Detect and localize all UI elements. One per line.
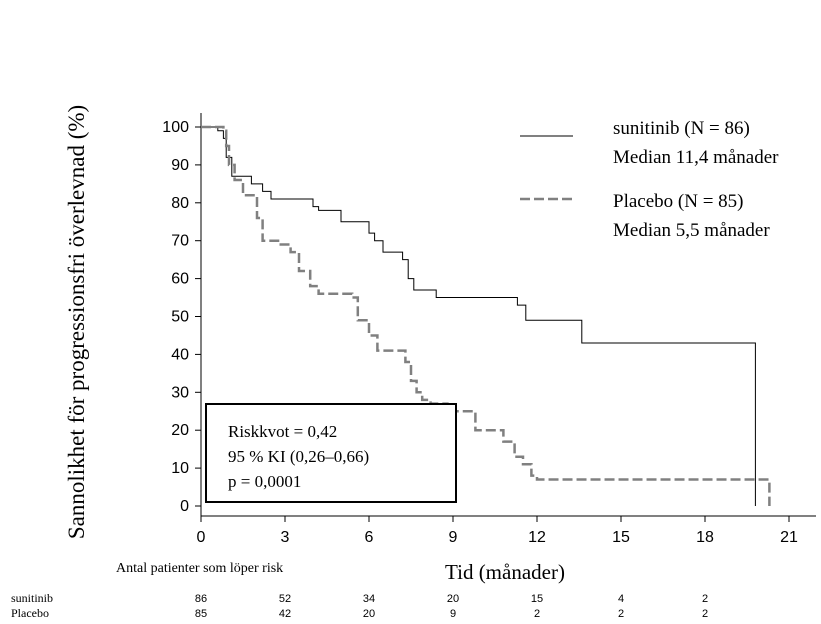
confidence-interval-text: 95 % KI (0,26–0,66): [228, 447, 369, 466]
y-tick-label: 90: [171, 157, 189, 174]
x-axis-label: Tid (månader): [445, 560, 565, 584]
y-tick-label: 30: [171, 384, 189, 401]
y-axis-label: Sannolikhet för progressionsfri överlevn…: [64, 105, 89, 539]
survival-curves: [201, 125, 771, 506]
risk-row-label-sunitinib: sunitinib: [11, 591, 53, 605]
legend-label-sunitinib: sunitinib (N = 86): [613, 118, 750, 139]
x-tick-label: 0: [197, 529, 206, 546]
risk-table-value: 34: [363, 593, 375, 605]
risk-table-value: 2: [618, 608, 624, 620]
risk-table-value: 15: [531, 593, 543, 605]
y-ticks: 0 10 20 30 40 50 60 70 80 90 100: [162, 119, 201, 515]
y-tick-label: 70: [171, 233, 189, 250]
hazard-ratio-text: Riskkvot = 0,42: [228, 422, 337, 441]
risk-table-value: 2: [702, 593, 708, 605]
legend-label-placebo: Placebo (N = 85): [613, 191, 744, 212]
y-tick-label: 100: [162, 119, 189, 136]
y-tick-label: 40: [171, 346, 189, 363]
risk-table-value: 9: [450, 608, 456, 620]
risk-table-value: 2: [534, 608, 540, 620]
y-tick-label: 60: [171, 271, 189, 288]
risk-table-values: 86 52 34 20 15 4 285 42 20 9 2 2 2: [195, 593, 708, 620]
legend: sunitinib (N = 86) Median 11,4 månader P…: [520, 118, 779, 241]
risk-row-label-placebo: Placebo: [11, 606, 49, 620]
risk-table-value: 2: [702, 608, 708, 620]
x-tick-label: 18: [696, 529, 714, 546]
risk-table-value: 52: [279, 593, 291, 605]
x-tick-label: 3: [281, 529, 290, 546]
p-value-text: p = 0,0001: [228, 472, 301, 491]
y-tick-label: 0: [180, 498, 189, 515]
risk-table-value: 20: [447, 593, 459, 605]
y-tick-label: 50: [171, 309, 189, 326]
risk-table-value: 85: [195, 608, 207, 620]
placebo-curve: [201, 125, 771, 506]
legend-median-placebo: Median 5,5 månader: [613, 220, 770, 241]
risk-table-value: 86: [195, 593, 207, 605]
y-tick-label: 10: [171, 460, 189, 477]
risk-table-title: Antal patienter som löper risk: [116, 561, 283, 576]
x-tick-label: 9: [449, 529, 458, 546]
risk-table-value: 42: [279, 608, 291, 620]
x-ticks: 0 3 6 9 12 15 18 21: [197, 516, 798, 546]
x-tick-label: 6: [365, 529, 374, 546]
risk-table-value: 4: [618, 593, 624, 605]
hazard-ratio-box-border: [205, 403, 457, 503]
x-tick-label: 15: [612, 529, 630, 546]
x-tick-label: 12: [528, 529, 546, 546]
risk-table-value: 20: [363, 608, 375, 620]
hazard-ratio-box: Riskkvot = 0,42 95 % KI (0,26–0,66) p = …: [205, 403, 457, 503]
x-tick-label: 21: [780, 529, 798, 546]
y-tick-label: 20: [171, 422, 189, 439]
legend-median-sunitinib: Median 11,4 månader: [613, 147, 779, 168]
y-tick-label: 80: [171, 195, 189, 212]
sunitinib-curve: [201, 126, 756, 506]
